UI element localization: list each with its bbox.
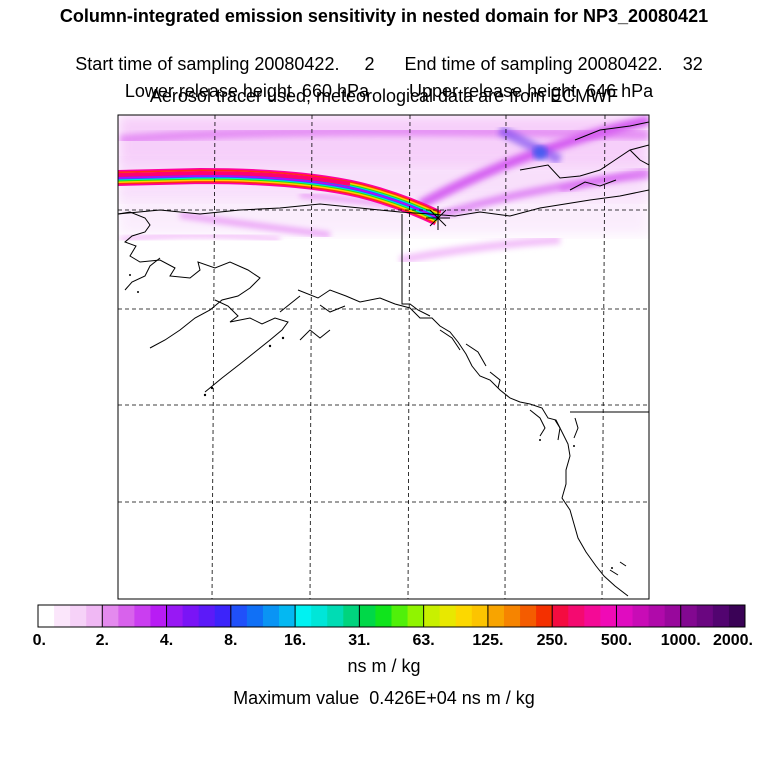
- color-scale-swatch: [102, 605, 119, 627]
- color-scale-swatch: [118, 605, 135, 627]
- color-scale-swatch: [343, 605, 360, 627]
- upper-release-height: Upper release height 646 hPa: [409, 81, 654, 101]
- color-scale-swatch: [487, 605, 505, 627]
- emission-sensitivity-field: [118, 115, 649, 264]
- color-scale-tick-label: 0.: [32, 632, 47, 649]
- release-heights: Lower release height 660 hPa Upper relea…: [0, 60, 768, 102]
- political-borders: [401, 214, 649, 413]
- color-scale-tick-label: 63.: [412, 632, 435, 649]
- color-scale-swatch: [359, 605, 376, 627]
- start-time-value: 2: [364, 54, 375, 74]
- color-scale-swatch: [166, 605, 184, 627]
- legend-units: ns m / kg: [347, 656, 421, 676]
- color-scale-swatch: [568, 605, 585, 627]
- color-scale-swatch: [680, 605, 698, 627]
- color-scale-swatch: [70, 605, 87, 627]
- color-scale-swatch: [407, 605, 425, 627]
- color-scale-swatch: [182, 605, 200, 627]
- color-scale-tick-label: 500.: [600, 632, 633, 649]
- tracer-info: Aerosol tracer used, meteorological data…: [149, 86, 619, 106]
- color-scale-swatch: [246, 605, 264, 627]
- sampling-times: Start time of sampling 20080422. 2 End t…: [0, 33, 768, 75]
- high-sensitivity-plume: [118, 167, 442, 226]
- color-scale-swatch: [54, 605, 71, 627]
- color-scale-swatch: [439, 605, 457, 627]
- color-scale-tick-label: 125.: [472, 632, 504, 649]
- color-scale-tick-label: 4.: [159, 632, 174, 649]
- color-scale-swatch: [198, 605, 216, 627]
- color-scale-tick-label: 2.: [95, 632, 109, 649]
- color-scale-swatch: [648, 605, 666, 627]
- color-scale-swatch: [616, 605, 634, 627]
- color-scale-swatch: [696, 605, 714, 627]
- color-scale-tick-label: 31.: [348, 632, 371, 649]
- color-scale-swatch: [391, 605, 409, 627]
- color-scale-swatch: [600, 605, 617, 627]
- color-scale-swatch: [712, 605, 730, 627]
- color-scale-swatch: [455, 605, 473, 627]
- coastlines: [118, 121, 649, 597]
- color-scale-tick-label: 250.: [536, 632, 568, 649]
- end-time-label: End time of sampling 20080422.: [404, 54, 663, 74]
- color-scale-swatch: [311, 605, 328, 627]
- color-scale-swatch: [134, 605, 151, 627]
- color-scale-swatch: [423, 605, 441, 627]
- color-scale-frame: [37, 604, 746, 628]
- map-frame: [117, 114, 650, 600]
- color-scale-swatch: [86, 605, 103, 627]
- color-scale-swatch: [664, 605, 682, 627]
- color-scale-swatch: [503, 605, 521, 627]
- color-scale-swatch: [552, 605, 569, 627]
- color-scale-swatch: [728, 605, 746, 627]
- lower-release-height: Lower release height 660 hPa: [124, 81, 369, 101]
- color-scale-swatch: [214, 605, 232, 627]
- color-scale-swatch: [279, 605, 296, 627]
- plume-core: [118, 170, 351, 186]
- color-scale-swatch: [520, 605, 537, 627]
- graticule: [118, 115, 649, 599]
- color-scale-swatch: [150, 605, 168, 627]
- start-time-label: Start time of sampling 20080422.: [75, 54, 340, 74]
- color-scale-swatch: [262, 605, 280, 627]
- end-time-value: 32: [682, 54, 703, 74]
- color-scale-swatch: [632, 605, 650, 627]
- color-scale-tick-label: 1000.: [660, 632, 701, 649]
- islands: [129, 274, 613, 569]
- plume-band: [118, 175, 439, 219]
- map-title: Column-integrated emission sensitivity i…: [59, 6, 709, 26]
- color-scale-swatch: [38, 605, 55, 627]
- color-scale-swatch: [584, 605, 601, 627]
- color-scale-bar: [37, 604, 746, 628]
- map-area: [118, 115, 649, 599]
- color-scale-swatch: [230, 605, 248, 627]
- color-scale-tick-label: 8.: [224, 632, 238, 649]
- color-scale-tick-label: 16.: [283, 632, 307, 649]
- color-scale-swatch: [327, 605, 344, 627]
- maximum-value: Maximum value 0.426E+04 ns m / kg: [233, 688, 535, 708]
- color-scale-swatch: [536, 605, 553, 627]
- color-scale-swatch: [375, 605, 392, 627]
- color-scale-swatch: [295, 605, 312, 627]
- release-point-star: [426, 206, 450, 230]
- color-scale-tick-label: 2000.: [712, 632, 754, 649]
- color-scale-swatch: [471, 605, 489, 627]
